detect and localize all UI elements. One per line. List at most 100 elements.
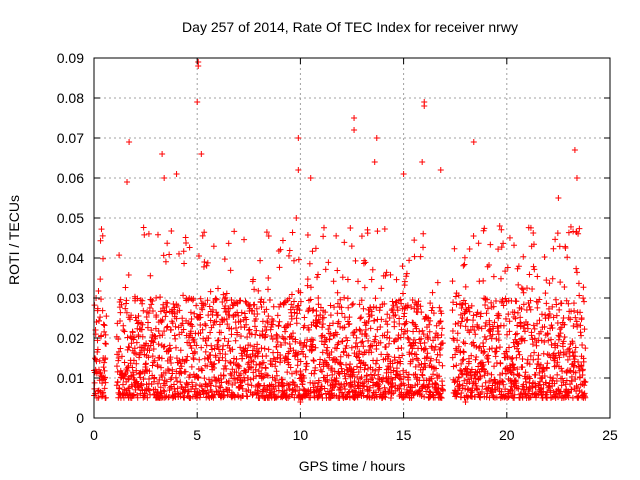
data-point [327, 312, 334, 319]
data-point [274, 333, 281, 340]
data-point [381, 300, 388, 307]
data-point [376, 307, 383, 314]
data-point [253, 305, 260, 312]
data-point [172, 323, 179, 330]
data-point [531, 349, 538, 356]
data-point [498, 388, 505, 395]
data-point [320, 224, 327, 231]
data-point [297, 358, 304, 365]
data-point [356, 301, 363, 308]
data-point [301, 339, 308, 346]
data-point [269, 321, 276, 328]
data-point [424, 384, 431, 391]
data-point [164, 299, 171, 306]
data-point [567, 223, 574, 230]
data-point [162, 369, 169, 376]
data-point [162, 382, 169, 389]
data-point [422, 345, 429, 352]
data-point [548, 322, 555, 329]
data-point [572, 369, 579, 376]
data-point [210, 361, 217, 368]
data-point [272, 358, 279, 365]
data-point [530, 241, 537, 248]
data-point [420, 244, 427, 251]
data-point [401, 382, 408, 389]
data-point [409, 384, 416, 391]
data-point [221, 392, 228, 399]
data-point [183, 357, 190, 364]
data-point [572, 344, 579, 351]
data-point [483, 394, 490, 401]
data-point [494, 328, 501, 335]
data-point [218, 379, 225, 386]
data-point [430, 337, 437, 344]
data-point [541, 339, 548, 346]
data-point [568, 377, 575, 384]
data-point [496, 223, 503, 230]
data-point [358, 233, 365, 240]
data-point [424, 354, 431, 361]
data-point [421, 339, 428, 346]
data-point [561, 283, 568, 290]
data-point [163, 309, 170, 316]
data-point [533, 342, 540, 349]
data-point [251, 323, 258, 330]
data-point [419, 371, 426, 378]
data-point [358, 314, 365, 321]
data-point [497, 275, 504, 282]
data-point [253, 391, 260, 398]
data-point [495, 337, 502, 344]
data-point [161, 328, 168, 335]
data-point [164, 240, 171, 247]
data-point [339, 338, 346, 345]
data-point [396, 354, 403, 361]
data-point [400, 171, 407, 177]
data-point [460, 262, 467, 269]
data-point [305, 326, 312, 333]
data-point [571, 147, 578, 153]
data-point [523, 285, 530, 292]
data-point [151, 357, 158, 364]
x-tick-label: 5 [193, 427, 201, 443]
data-point [415, 357, 422, 364]
data-point [360, 343, 367, 350]
data-point [419, 159, 426, 165]
data-point [526, 303, 533, 310]
data-point [426, 328, 433, 335]
data-point [570, 323, 577, 330]
data-point [179, 320, 186, 327]
data-point [548, 336, 555, 343]
data-point [130, 357, 137, 364]
data-point [366, 387, 373, 394]
data-point [176, 250, 183, 257]
data-point [513, 354, 520, 361]
data-point [577, 309, 584, 316]
data-point [375, 371, 382, 378]
data-point [387, 271, 394, 278]
data-point [129, 369, 136, 376]
data-point [121, 359, 128, 366]
data-point [217, 350, 224, 357]
data-point [510, 361, 517, 368]
data-point [314, 274, 321, 281]
data-point [282, 328, 289, 335]
data-point [504, 354, 511, 361]
data-point [180, 292, 187, 299]
data-point [353, 339, 360, 346]
data-point [557, 349, 564, 356]
data-point [142, 360, 149, 367]
data-point [492, 298, 499, 305]
data-point [162, 313, 169, 320]
data-point [252, 366, 259, 373]
data-point [312, 245, 319, 252]
data-point [162, 258, 169, 265]
data-point [362, 361, 369, 368]
data-point [149, 308, 156, 315]
data-point [394, 335, 401, 342]
data-point [334, 267, 341, 274]
data-point [502, 268, 509, 275]
data-point [312, 364, 319, 371]
data-point [364, 365, 371, 372]
data-point [166, 384, 173, 391]
